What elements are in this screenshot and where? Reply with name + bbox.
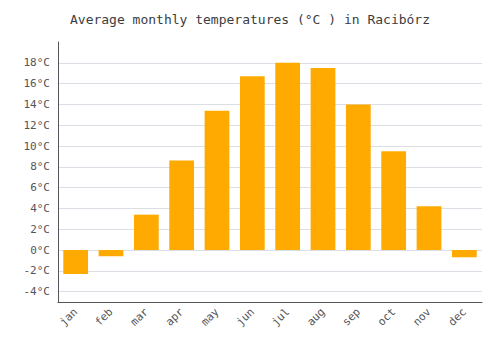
svg-text:12°C: 12°C	[24, 119, 51, 132]
svg-text:apr: apr	[163, 305, 186, 328]
svg-text:-4°C: -4°C	[24, 285, 51, 298]
svg-text:14°C: 14°C	[24, 98, 51, 111]
svg-text:aug: aug	[304, 305, 327, 328]
svg-text:0°C: 0°C	[30, 244, 50, 257]
svg-text:2°C: 2°C	[30, 223, 50, 236]
svg-text:18°C: 18°C	[24, 56, 51, 69]
svg-text:Average monthly temperatures (: Average monthly temperatures (°C ) in Ra…	[70, 12, 430, 27]
svg-text:jul: jul	[269, 305, 292, 328]
svg-text:feb: feb	[92, 305, 115, 328]
svg-text:8°C: 8°C	[30, 160, 50, 173]
svg-text:dec: dec	[446, 305, 469, 328]
svg-text:sep: sep	[340, 305, 363, 328]
svg-text:oct: oct	[375, 305, 398, 328]
svg-text:16°C: 16°C	[24, 77, 51, 90]
svg-text:-2°C: -2°C	[24, 264, 51, 277]
svg-text:6°C: 6°C	[30, 181, 50, 194]
svg-text:4°C: 4°C	[30, 202, 50, 215]
svg-text:nov: nov	[410, 305, 433, 328]
svg-text:jun: jun	[234, 305, 257, 328]
svg-text:10°C: 10°C	[24, 140, 51, 153]
svg-text:may: may	[198, 305, 221, 328]
svg-text:mar: mar	[128, 305, 151, 328]
svg-text:jan: jan	[57, 305, 80, 328]
